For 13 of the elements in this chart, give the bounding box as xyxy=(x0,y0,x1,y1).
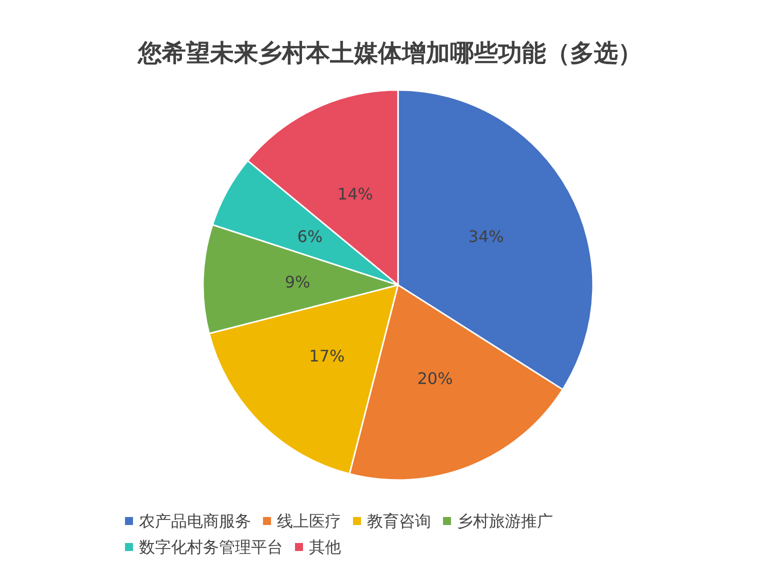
legend-label: 乡村旅游推广 xyxy=(457,512,553,530)
data-label: 20% xyxy=(417,368,453,388)
legend-label: 数字化村务管理平台 xyxy=(139,538,283,556)
legend-label: 其他 xyxy=(309,538,341,556)
data-label: 17% xyxy=(309,346,345,366)
data-label: 14% xyxy=(337,184,373,204)
legend-label: 教育咨询 xyxy=(367,512,431,530)
data-label: 9% xyxy=(284,272,310,292)
legend-label: 农产品电商服务 xyxy=(139,512,251,530)
data-label: 34% xyxy=(468,227,504,246)
legend-label: 线上医疗 xyxy=(277,512,341,530)
data-label: 6% xyxy=(297,227,323,246)
chart-title: 您希望未来乡村本土媒体增加哪些功能（多选） xyxy=(137,39,642,67)
